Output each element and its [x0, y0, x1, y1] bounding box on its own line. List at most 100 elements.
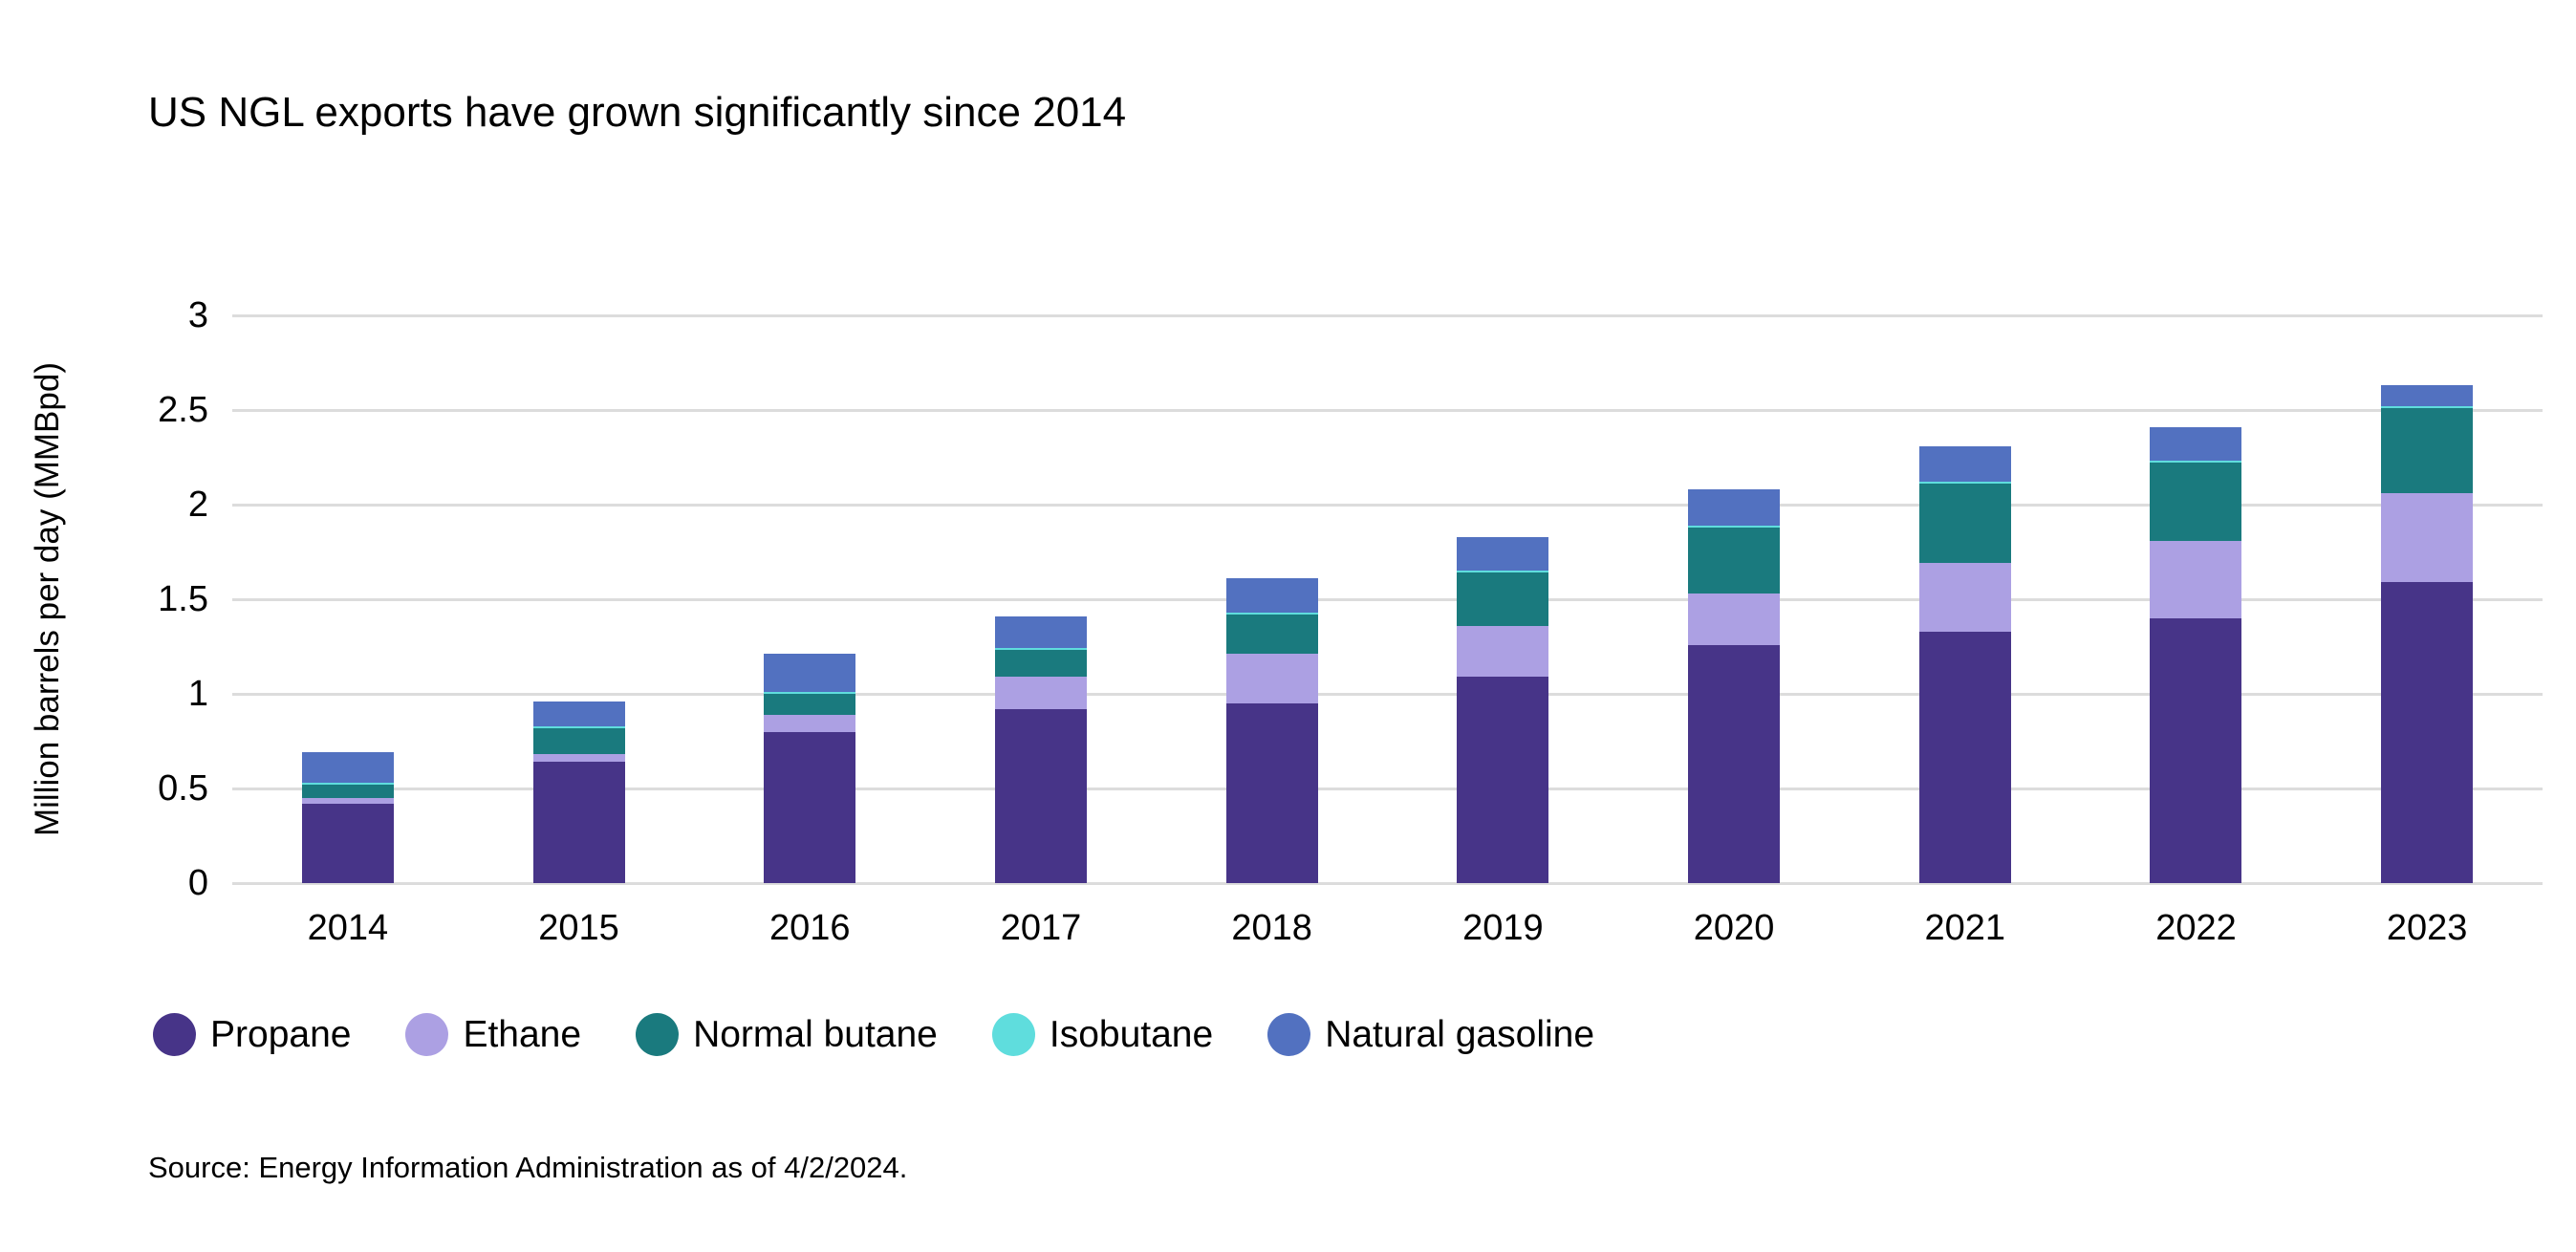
bar-segment-normal-butane-2017: [994, 650, 1087, 678]
bar-segment-propane-2016: [764, 731, 856, 883]
stacked-bar-2023: [2381, 385, 2474, 883]
bar-segment-isobutane-2016: [764, 692, 856, 695]
bar-segment-normal-butane-2015: [532, 727, 625, 755]
bar-segment-propane-2014: [301, 803, 394, 883]
bar-segment-propane-2021: [1918, 631, 2011, 883]
legend-label-natural-gasoline: Natural gasoline: [1325, 1013, 1595, 1055]
bar-segment-propane-2018: [1225, 702, 1318, 883]
bar-segment-ethane-2019: [1457, 625, 1549, 678]
bar-segment-normal-butane-2016: [764, 694, 856, 715]
x-tick-label-2023: 2023: [2386, 908, 2468, 948]
legend-label-propane: Propane: [210, 1013, 352, 1055]
bar-segment-propane-2019: [1457, 677, 1549, 883]
y-tick-label: 0: [187, 863, 208, 903]
chart-title: US NGL exports have grown significantly …: [148, 89, 1127, 136]
y-tick-label: 1.5: [158, 579, 208, 619]
bar-segment-propane-2022: [2150, 617, 2242, 883]
x-tick-label-2015: 2015: [538, 908, 619, 948]
bar-segment-natural-gasoline-2022: [2150, 426, 2242, 462]
y-tick-label: 0.5: [158, 768, 208, 809]
bar-segment-normal-butane-2021: [1918, 484, 2011, 564]
stacked-bar-2018: [1225, 578, 1318, 883]
gridline: [232, 314, 2543, 317]
legend: Propane Ethane Normal butane Isobutane Natur…: [153, 1013, 1594, 1056]
stacked-bar-2017: [994, 615, 1087, 883]
y-tick-label: 2.5: [158, 390, 208, 430]
gridline: [232, 504, 2543, 507]
bar-segment-isobutane-2019: [1457, 571, 1549, 573]
bar-segment-propane-2020: [1688, 644, 1781, 883]
bar-segment-normal-butane-2020: [1688, 527, 1781, 594]
bar-segment-propane-2015: [532, 762, 625, 883]
plot-area: [232, 314, 2543, 885]
bar-segment-ethane-2014: [301, 797, 394, 804]
stacked-bar-2020: [1688, 489, 1781, 883]
bars-container: [232, 315, 2543, 883]
source-note: Source: Energy Information Administratio…: [148, 1151, 908, 1184]
bar-segment-natural-gasoline-2015: [532, 702, 625, 726]
legend-dot-isobutane: [991, 1013, 1035, 1056]
bar-slot-2022: [2081, 315, 2312, 883]
bar-segment-isobutane-2020: [1688, 525, 1781, 528]
bar-segment-normal-butane-2022: [2150, 463, 2242, 541]
legend-item-natural-gasoline: Natural gasoline: [1267, 1013, 1594, 1056]
bar-segment-isobutane-2017: [994, 648, 1087, 651]
gridline: [232, 882, 2543, 885]
x-tick-label-2014: 2014: [307, 908, 389, 948]
bar-segment-isobutane-2018: [1225, 612, 1318, 615]
stacked-bar-2019: [1457, 536, 1549, 883]
bar-segment-isobutane-2015: [532, 725, 625, 728]
legend-dot-natural-gasoline: [1267, 1013, 1311, 1056]
bar-segment-natural-gasoline-2016: [764, 654, 856, 693]
bar-segment-isobutane-2021: [1918, 482, 2011, 485]
legend-item-ethane: Ethane: [405, 1013, 581, 1056]
x-tick-label-2020: 2020: [1693, 908, 1775, 948]
x-tick-labels: 2014 2015 2016 2017 2018 2019 2020 2021 2022 2023: [232, 908, 2543, 949]
x-tick-label-2022: 2022: [2155, 908, 2237, 948]
bar-segment-isobutane-2014: [301, 783, 394, 786]
legend-item-isobutane: Isobutane: [991, 1013, 1214, 1056]
bar-segment-ethane-2016: [764, 714, 856, 732]
bar-segment-natural-gasoline-2021: [1918, 445, 2011, 483]
bar-segment-normal-butane-2018: [1225, 614, 1318, 655]
bar-segment-normal-butane-2014: [301, 785, 394, 798]
stacked-bar-2021: [1918, 445, 2011, 883]
legend-dot-propane: [153, 1013, 196, 1056]
y-tick-label: 2: [187, 485, 208, 525]
legend-item-normal-butane: Normal butane: [636, 1013, 938, 1056]
gridline: [232, 409, 2543, 412]
bar-segment-isobutane-2023: [2381, 406, 2474, 409]
bar-slot-2017: [925, 315, 1157, 883]
x-tick-label-2019: 2019: [1462, 908, 1544, 948]
legend-dot-ethane: [405, 1013, 449, 1056]
stacked-bar-2015: [532, 702, 625, 883]
x-tick-label-2017: 2017: [1000, 908, 1082, 948]
bar-segment-ethane-2015: [532, 754, 625, 763]
bar-segment-propane-2023: [2381, 582, 2474, 883]
bar-slot-2019: [1388, 315, 1619, 883]
legend-label-isobutane: Isobutane: [1049, 1013, 1214, 1055]
bar-segment-isobutane-2022: [2150, 461, 2242, 464]
x-tick-label-2016: 2016: [768, 908, 851, 948]
legend-item-propane: Propane: [153, 1013, 351, 1056]
bar-slot-2023: [2311, 315, 2543, 883]
bar-segment-ethane-2018: [1225, 654, 1318, 703]
stacked-bar-2014: [301, 752, 394, 883]
bar-slot-2014: [232, 315, 464, 883]
gridline: [232, 598, 2543, 601]
stacked-bar-2022: [2150, 426, 2242, 883]
bar-segment-ethane-2020: [1688, 594, 1781, 645]
bar-slot-2018: [1157, 315, 1388, 883]
x-tick-label-2021: 2021: [1924, 908, 2006, 948]
bar-segment-natural-gasoline-2019: [1457, 536, 1549, 572]
bar-segment-natural-gasoline-2023: [2381, 385, 2474, 407]
gridline: [232, 693, 2543, 696]
bar-slot-2016: [694, 315, 925, 883]
y-tick-label: 1: [187, 674, 208, 714]
legend-dot-normal-butane: [636, 1013, 680, 1056]
bar-segment-natural-gasoline-2018: [1225, 578, 1318, 613]
bar-segment-propane-2017: [994, 708, 1087, 883]
y-tick-label: 3: [187, 295, 208, 335]
x-tick-label-2018: 2018: [1231, 908, 1312, 948]
bar-segment-ethane-2023: [2381, 493, 2474, 583]
